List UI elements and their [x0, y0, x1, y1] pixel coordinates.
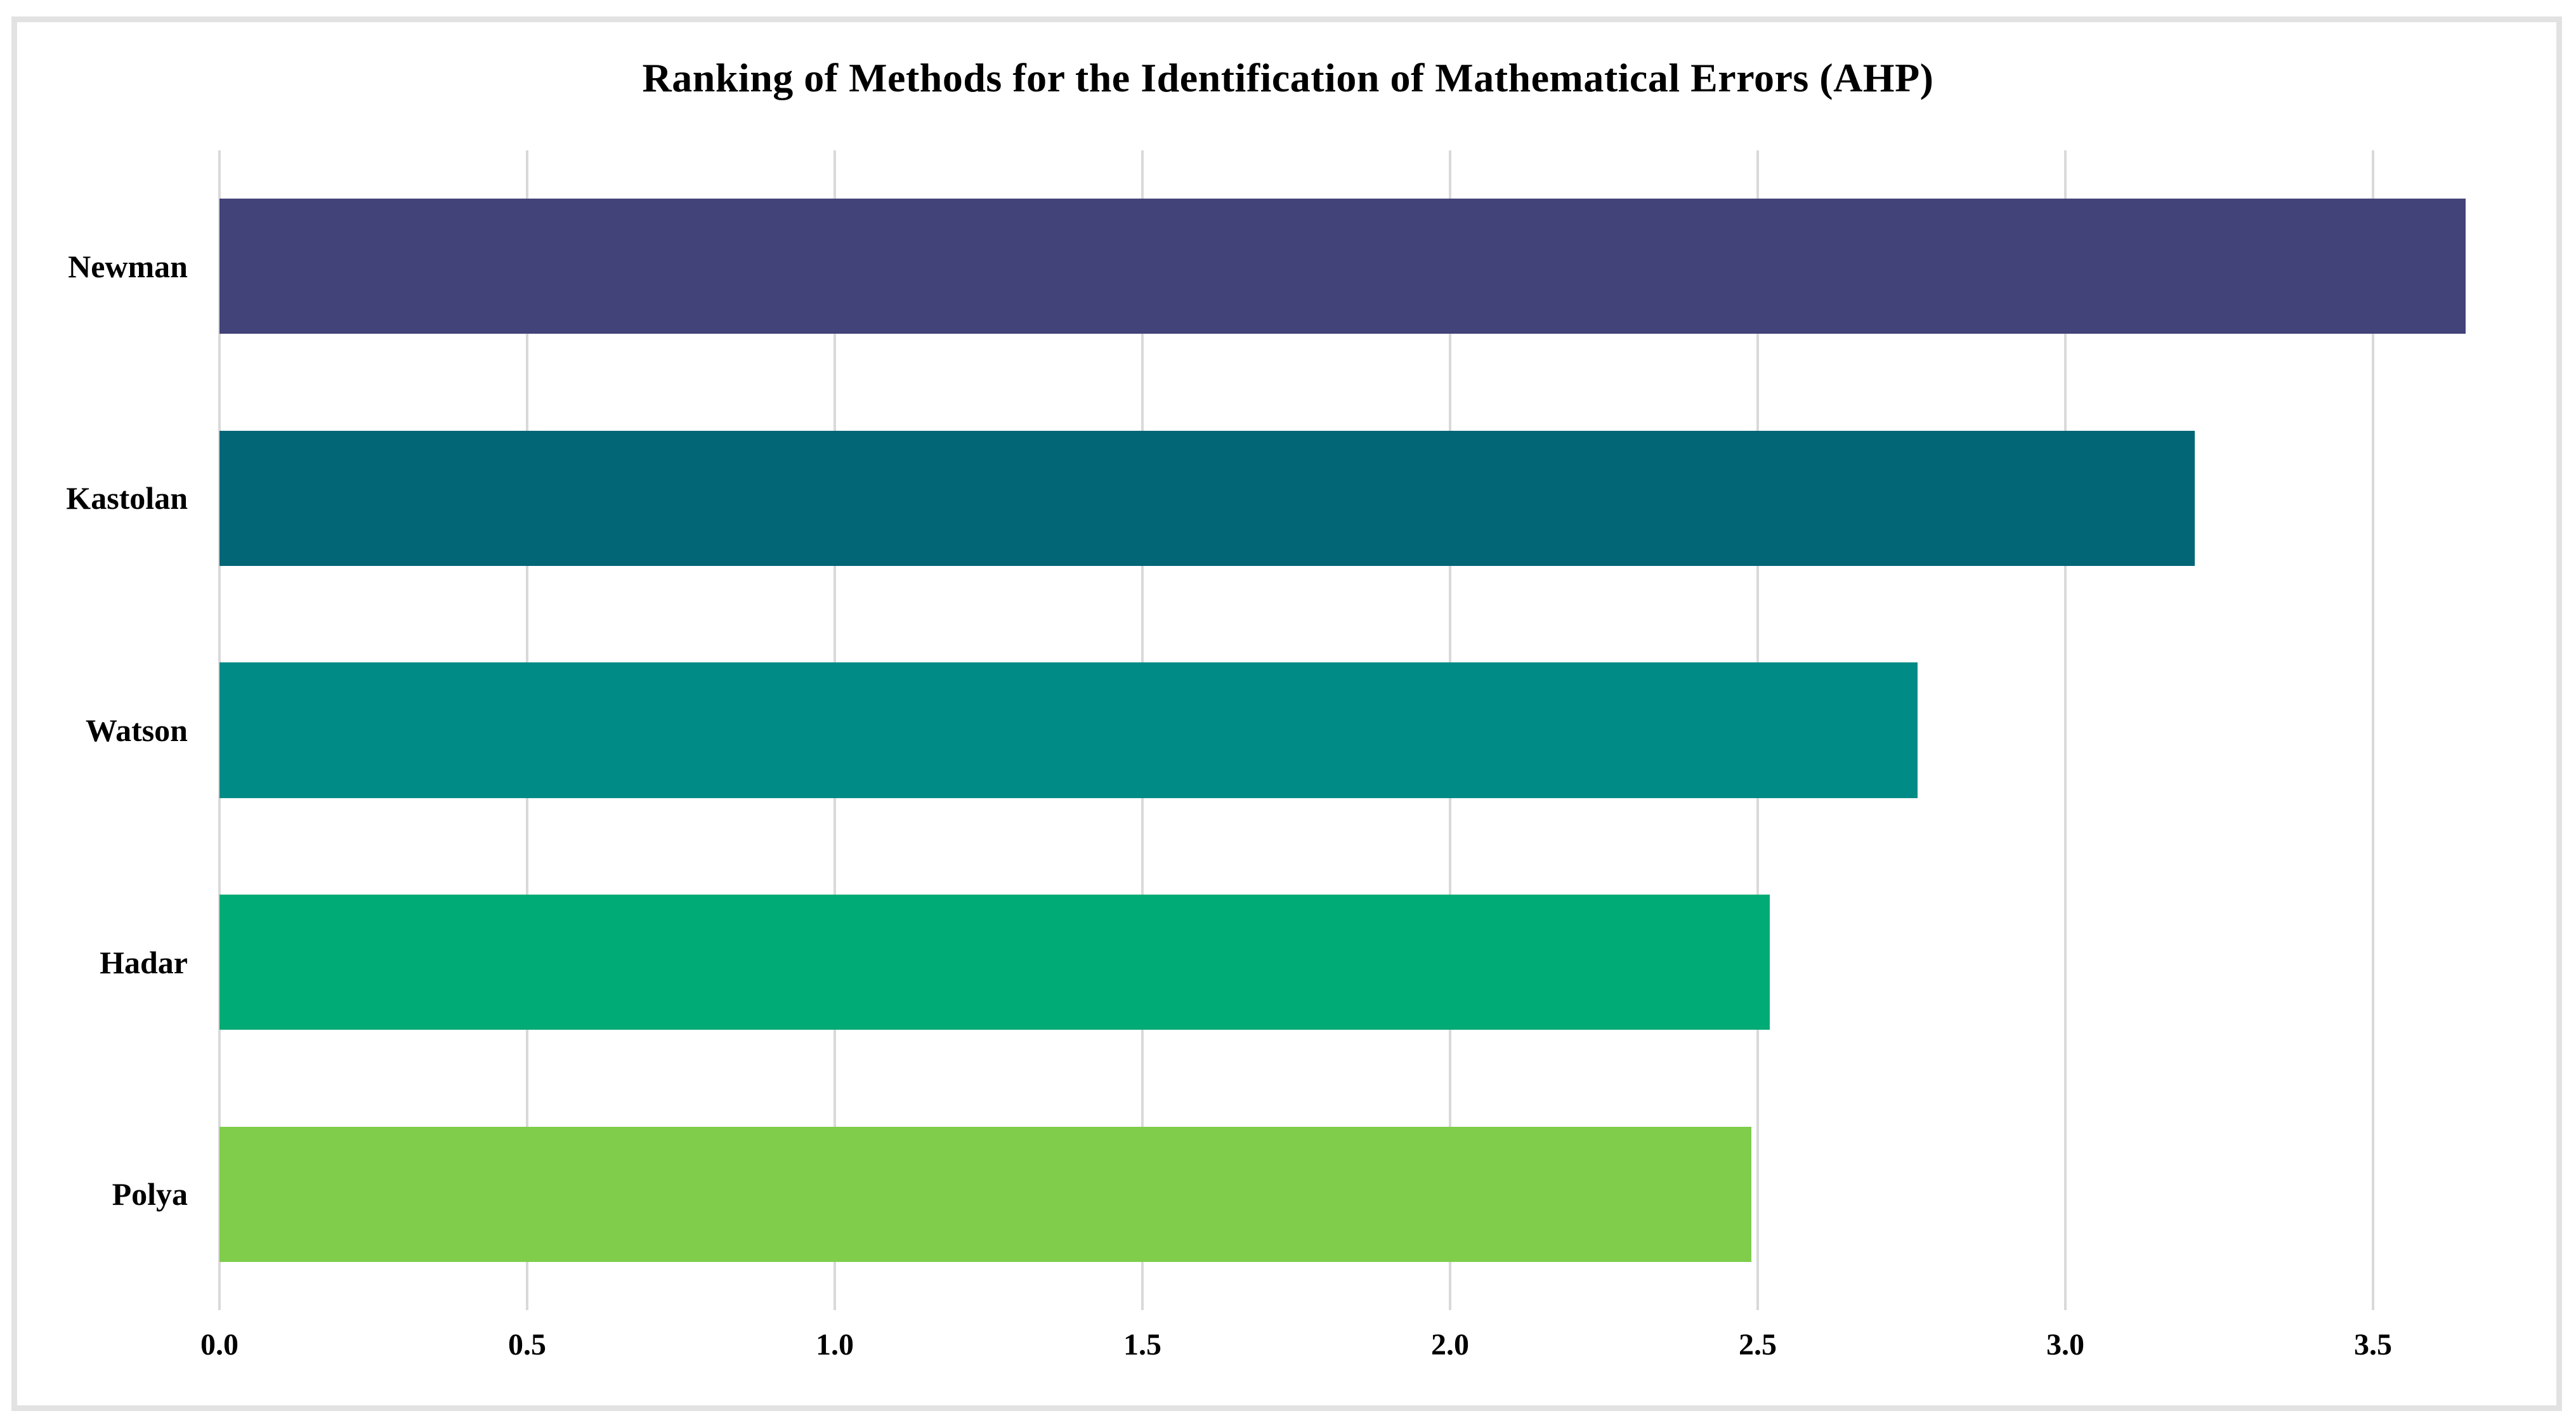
x-tick-label-0.5: 0.5: [508, 1328, 546, 1362]
chart-title: Ranking of Methods for the Identificatio…: [642, 55, 1934, 100]
x-tick-label-3.5: 3.5: [2354, 1328, 2392, 1362]
category-label-newman: Newman: [68, 248, 188, 284]
bar-newman: [219, 199, 2466, 334]
x-tick-label-1.0: 1.0: [816, 1328, 854, 1362]
x-tick-label-3.0: 3.0: [2046, 1328, 2084, 1362]
bar-polya: [219, 1126, 1752, 1262]
x-tick-label-2.0: 2.0: [1431, 1328, 1469, 1362]
x-tick-label-2.5: 2.5: [1739, 1328, 1777, 1362]
category-label-polya: Polya: [112, 1176, 188, 1212]
bar-hadar: [219, 895, 1770, 1030]
x-tick-label-0.0: 0.0: [200, 1328, 239, 1362]
category-label-kastolan: Kastolan: [66, 480, 188, 516]
y-axis-labels: Newman Kastolan Watson Hadar Polya: [0, 150, 188, 1310]
bar-watson: [219, 662, 1918, 798]
category-label-hadar: Hadar: [100, 944, 188, 980]
gridline-3.0: [2064, 150, 2067, 1310]
x-axis-labels: 0.0 0.5 1.0 1.5 2.0 2.5 3.0 3.5: [200, 1327, 2558, 1397]
bar-kastolan: [219, 430, 2195, 566]
gridline-3.5: [2372, 150, 2374, 1310]
x-tick-label-1.5: 1.5: [1123, 1328, 1161, 1362]
category-label-watson: Watson: [85, 712, 188, 748]
plot-area: [218, 150, 2558, 1310]
